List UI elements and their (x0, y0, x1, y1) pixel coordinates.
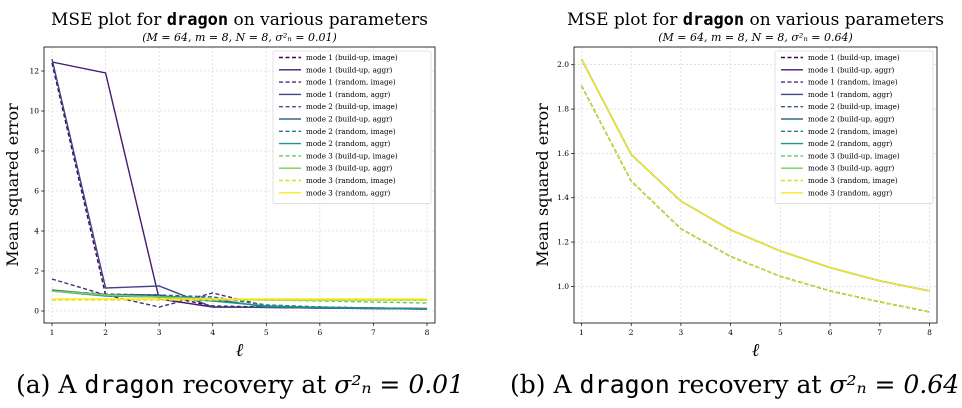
chart-b-ytick-label: 1.8 (557, 105, 569, 114)
caption-a-dataset: dragon (84, 370, 175, 399)
chart-a-xtick-label: 1 (50, 328, 55, 337)
chart-b-legend-label-5: mode 2 (build-up, image) (808, 102, 900, 111)
chart-b-ytick-label: 1.0 (557, 282, 569, 291)
chart-a-ytick-label: 8 (34, 147, 39, 156)
chart-a-plot-frame (43, 46, 436, 324)
chart-a-xtick-label: 2 (103, 328, 108, 337)
caption-a-suffix: recovery at (174, 370, 335, 399)
chart-b-legend-label-4: mode 1 (random, aggr) (808, 90, 893, 99)
chart-b-legend-label-3: mode 1 (random, image) (808, 78, 898, 87)
chart-a-ytick-label: 12 (29, 67, 39, 76)
chart-a-title-dataset: dragon (167, 10, 228, 30)
chart-b-legend-label-9: mode 3 (build-up, image) (808, 151, 900, 160)
caption-a: (a) A dragon recovery at σ²ₙ = 0.01 (16, 370, 464, 399)
chart-a-legend-label-12: mode 3 (random, aggr) (306, 188, 391, 197)
caption-b-prefix: (b) A (510, 370, 580, 399)
chart-b-title: MSE plot for dragon on various parameter… (567, 10, 944, 30)
chart-a-ytick-label: 4 (34, 227, 39, 236)
chart-a-xtick-label: 5 (264, 328, 269, 337)
chart-a-legend-label-7: mode 2 (random, image) (306, 127, 396, 136)
chart-a-legend-label-1: mode 1 (build-up, image) (306, 53, 398, 62)
chart-b-title-suffix: on various parameters (744, 10, 944, 30)
chart-b-legend-label-8: mode 2 (random, aggr) (808, 139, 893, 148)
chart-b-subtitle: (M = 64, m = 8, N = 8, σ²ₙ = 0.64) (658, 31, 853, 44)
chart-a-legend-label-2: mode 1 (build-up, aggr) (306, 65, 393, 74)
chart-a-title: MSE plot for dragon on various parameter… (51, 10, 428, 30)
chart-b-legend-label-11: mode 3 (random, image) (808, 176, 898, 185)
chart-a-ytick-label: 10 (29, 107, 39, 116)
chart-a-legend-label-3: mode 1 (random, image) (306, 78, 396, 87)
chart-b-ylabel: Mean squared error (533, 103, 552, 267)
caption-b: (b) A dragon recovery at σ²ₙ = 0.64 (510, 370, 959, 399)
chart-b-xtick-label: 8 (927, 328, 932, 337)
chart-b-xtick-label: 3 (679, 328, 684, 337)
caption-b-noise: σ²ₙ = 0.64 (829, 370, 960, 399)
chart-a-series-8 (51, 290, 428, 310)
chart-b-legend-label-1: mode 1 (build-up, image) (808, 53, 900, 62)
chart-b-ytick-label: 1.6 (557, 149, 569, 158)
chart-b-ytick-label: 1.2 (557, 238, 569, 247)
chart-b-xtick-label: 7 (877, 328, 882, 337)
chart-a-title-prefix: MSE plot for (51, 10, 167, 30)
caption-b-dataset: dragon (579, 370, 670, 399)
chart-b-xtick-label: 5 (778, 328, 783, 337)
chart-a-xlabel: ℓ (236, 340, 244, 361)
chart-a-legend-label-10: mode 3 (build-up, aggr) (306, 164, 393, 173)
chart-a-legend-label-11: mode 3 (random, image) (306, 176, 396, 185)
chart-a-legend-label-9: mode 3 (build-up, image) (306, 151, 398, 160)
chart-a-series-9 (51, 290, 428, 304)
chart-a-legend-label-4: mode 1 (random, aggr) (306, 90, 391, 99)
chart-b-xtick-label: 2 (629, 328, 634, 337)
chart-a-xtick-label: 7 (371, 328, 376, 337)
chart-a-ytick-label: 6 (34, 187, 39, 196)
chart-a-legend-label-6: mode 2 (build-up, aggr) (306, 115, 393, 124)
mse-chart-b: MSE plot for dragon on various parameter… (533, 10, 944, 361)
chart-a-ylabel: Mean squared error (3, 103, 22, 267)
chart-b-title-dataset: dragon (683, 10, 744, 30)
chart-b-title-prefix: MSE plot for (567, 10, 683, 30)
chart-b-xtick-label: 4 (728, 328, 733, 337)
chart-a-ytick-label: 0 (34, 307, 39, 316)
chart-b-legend-label-10: mode 3 (build-up, aggr) (808, 164, 895, 173)
chart-b-ytick-label: 2.0 (557, 60, 569, 69)
chart-a-ytick-label: 2 (34, 267, 39, 276)
chart-a-xtick-label: 8 (425, 328, 430, 337)
chart-a-legend (272, 50, 432, 204)
chart-a-legend-label-8: mode 2 (random, aggr) (306, 139, 391, 148)
chart-a-xtick-label: 4 (210, 328, 215, 337)
mse-chart-a: MSE plot for dragon on various parameter… (3, 10, 436, 361)
chart-b-xtick-label: 6 (828, 328, 833, 337)
chart-b-series-12 (580, 58, 930, 292)
chart-a-title-suffix: on various parameters (228, 10, 428, 30)
chart-b-series-11 (580, 85, 930, 313)
chart-b-plot-frame (573, 46, 938, 324)
caption-b-suffix: recovery at (669, 370, 830, 399)
chart-a-xtick-label: 3 (157, 328, 162, 337)
chart-a-subtitle: (M = 64, m = 8, N = 8, σ²ₙ = 0.01) (142, 31, 337, 44)
chart-b-legend-label-2: mode 1 (build-up, aggr) (808, 65, 895, 74)
chart-b-legend-label-12: mode 3 (random, aggr) (808, 188, 893, 197)
chart-a-xtick-label: 6 (317, 328, 322, 337)
chart-b-legend (774, 50, 934, 204)
chart-b-legend-label-6: mode 2 (build-up, aggr) (808, 115, 895, 124)
chart-a-legend-label-5: mode 2 (build-up, image) (306, 102, 398, 111)
caption-a-noise: σ²ₙ = 0.01 (334, 370, 464, 399)
chart-b-ytick-label: 1.4 (557, 193, 569, 202)
chart-b-xtick-label: 1 (579, 328, 584, 337)
caption-a-prefix: (a) A (16, 370, 85, 399)
chart-b-legend-label-7: mode 2 (random, image) (808, 127, 898, 136)
chart-b-xlabel: ℓ (752, 340, 760, 361)
